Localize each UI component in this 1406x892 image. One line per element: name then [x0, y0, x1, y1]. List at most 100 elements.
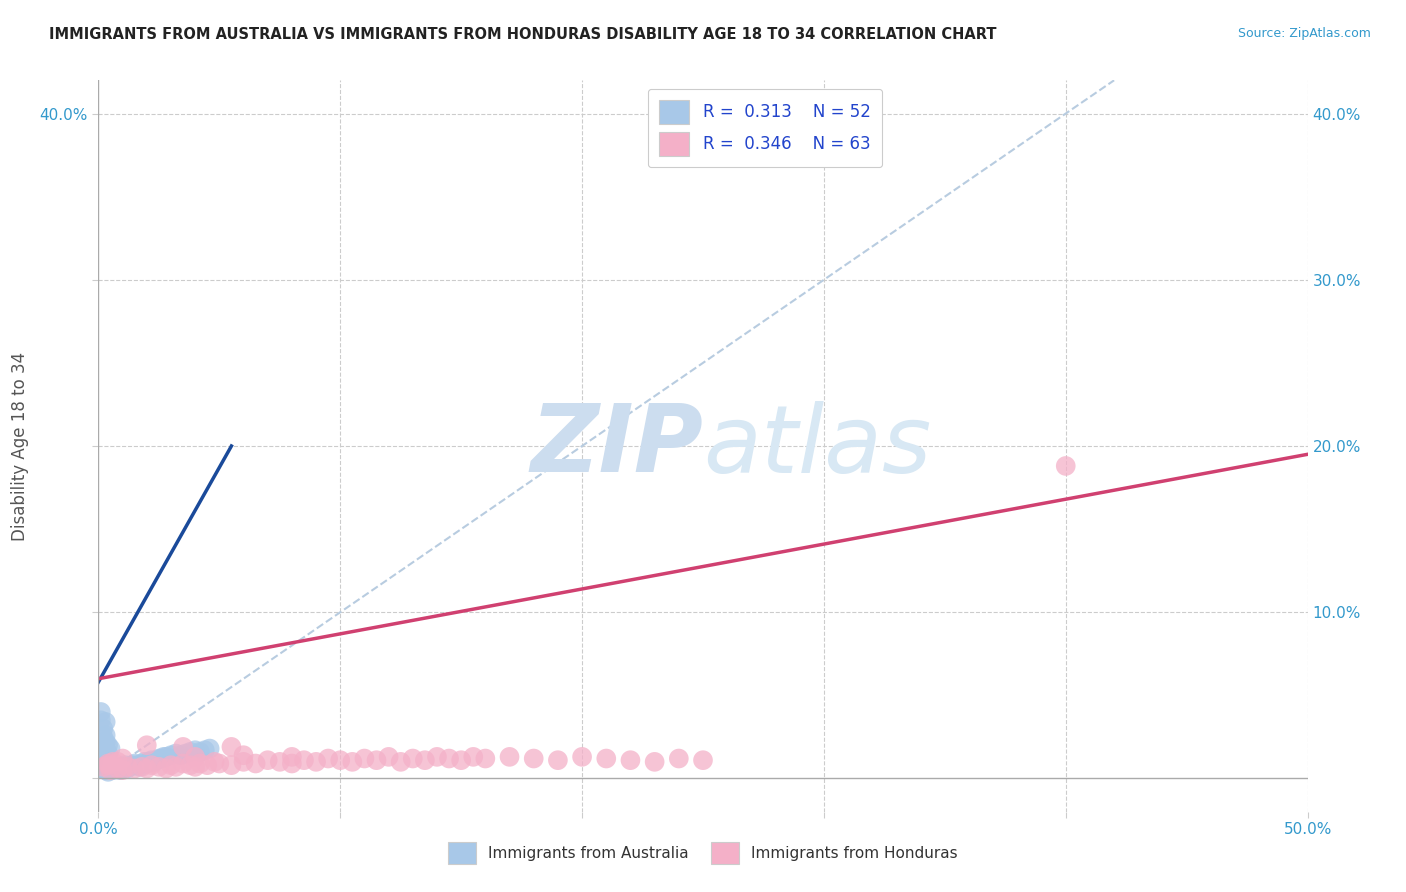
Point: [141, 758, 163, 772]
Point: [108, 763, 131, 777]
Point: [90, 745, 112, 759]
Point: [232, 755, 254, 769]
Point: [148, 760, 170, 774]
Point: [91, 756, 114, 771]
Point: [150, 751, 173, 765]
Point: [402, 751, 425, 765]
Point: [94, 728, 117, 742]
Point: [114, 758, 136, 772]
Point: [208, 756, 231, 771]
Point: [111, 760, 134, 774]
Point: [155, 749, 177, 764]
Point: [101, 755, 124, 769]
Point: [498, 749, 520, 764]
Point: [121, 758, 143, 772]
Point: [111, 751, 134, 765]
Point: [97, 758, 120, 772]
Point: [389, 755, 412, 769]
Point: [101, 763, 124, 777]
Point: [179, 745, 201, 759]
Point: [90, 739, 112, 754]
Point: [179, 758, 201, 772]
Point: [281, 749, 304, 764]
Point: [100, 763, 122, 777]
Point: [148, 751, 170, 765]
Point: [437, 751, 460, 765]
Point: [305, 755, 328, 769]
Point: [124, 762, 146, 776]
Point: [474, 751, 496, 765]
Point: [91, 730, 114, 744]
Point: [413, 753, 436, 767]
Point: [131, 756, 153, 771]
Point: [450, 753, 472, 767]
Point: [127, 758, 149, 772]
Point: [571, 749, 593, 764]
Point: [165, 760, 187, 774]
Point: [292, 753, 315, 767]
Text: ZIP: ZIP: [530, 400, 703, 492]
Point: [128, 760, 150, 774]
Point: [1054, 458, 1077, 473]
Point: [692, 753, 714, 767]
Point: [97, 738, 120, 752]
Point: [94, 735, 117, 749]
Point: [160, 758, 183, 772]
Point: [135, 738, 157, 752]
Point: [184, 749, 207, 764]
Point: [155, 762, 177, 776]
Point: [135, 756, 157, 771]
Point: [232, 748, 254, 763]
Point: [90, 714, 112, 728]
Point: [91, 745, 114, 759]
Point: [100, 741, 122, 756]
Point: [172, 739, 194, 754]
Point: [668, 751, 690, 765]
Point: [143, 755, 166, 769]
Point: [547, 753, 569, 767]
Point: [174, 747, 197, 761]
Legend: Immigrants from Australia, Immigrants from Honduras: Immigrants from Australia, Immigrants fr…: [441, 836, 965, 870]
Point: [188, 745, 211, 759]
Point: [184, 760, 207, 774]
Point: [281, 756, 304, 771]
Point: [97, 747, 120, 761]
Point: [94, 741, 117, 756]
Point: [221, 739, 243, 754]
Point: [160, 748, 183, 763]
Point: [426, 749, 449, 764]
Point: [329, 753, 352, 767]
Point: [172, 756, 194, 771]
Point: [94, 714, 117, 729]
Point: [91, 738, 114, 752]
Point: [152, 749, 174, 764]
Point: [184, 743, 207, 757]
Point: [188, 756, 211, 771]
Text: atlas: atlas: [703, 401, 931, 491]
Point: [107, 762, 129, 776]
Point: [100, 762, 122, 776]
Point: [198, 741, 221, 756]
Point: [107, 755, 129, 769]
Point: [97, 764, 120, 779]
Point: [353, 751, 375, 765]
Point: [107, 762, 129, 776]
Point: [138, 755, 160, 769]
Point: [165, 747, 187, 761]
Point: [91, 760, 114, 774]
Point: [97, 756, 120, 771]
Point: [523, 751, 546, 765]
Point: [269, 755, 291, 769]
Y-axis label: Disability Age 18 to 34: Disability Age 18 to 34: [10, 351, 28, 541]
Point: [118, 760, 141, 774]
Point: [131, 760, 153, 774]
Text: Source: ZipAtlas.com: Source: ZipAtlas.com: [1237, 27, 1371, 40]
Point: [316, 751, 339, 765]
Point: [595, 751, 617, 765]
Point: [90, 705, 112, 719]
Point: [256, 753, 278, 767]
Point: [134, 755, 156, 769]
Point: [245, 756, 267, 771]
Point: [104, 760, 127, 774]
Point: [90, 758, 112, 772]
